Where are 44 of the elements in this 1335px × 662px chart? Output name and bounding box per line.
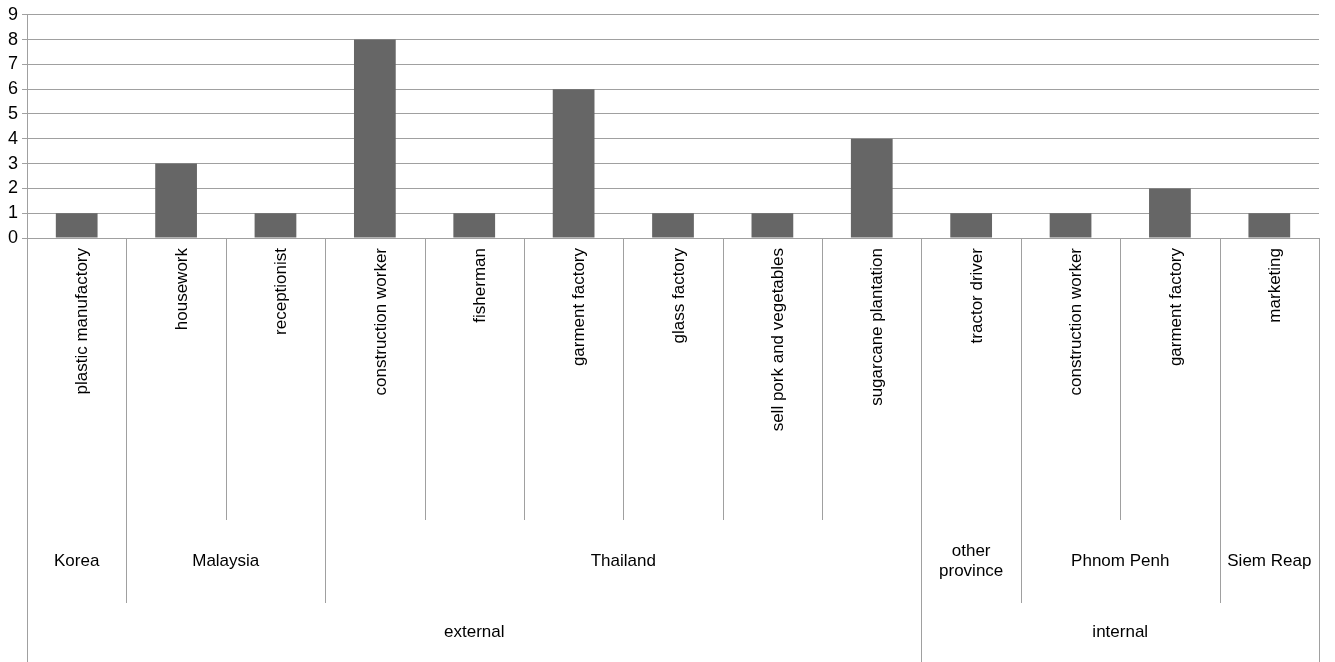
x-tick-label: plastic manufactory <box>72 247 92 395</box>
x-tick-label: housework <box>171 247 191 331</box>
y-tick-label: 1 <box>8 202 19 223</box>
x-tick-label: fisherman <box>469 248 489 323</box>
x-tick-label: tractor driver <box>966 247 986 344</box>
y-tick-label: 0 <box>8 226 19 247</box>
text: Malaysia <box>192 551 260 571</box>
bar <box>552 89 595 238</box>
y-tick-label: 6 <box>8 78 19 99</box>
y-tick-label: 3 <box>8 152 19 173</box>
x-tick-label: glass factory <box>668 247 688 344</box>
y-tick-label: 9 <box>8 3 19 24</box>
y-tick-label: 7 <box>8 53 19 74</box>
text: Phnom Penh <box>1071 551 1170 571</box>
bar <box>1049 213 1092 238</box>
bar <box>155 163 197 238</box>
y-tick-label: 4 <box>8 127 19 148</box>
x-tick-label: construction worker <box>1066 247 1086 396</box>
bar <box>254 213 297 238</box>
x-tick-label: garment factory <box>569 247 589 367</box>
text: Korea <box>54 551 100 571</box>
text: internal <box>1092 622 1149 642</box>
bar <box>751 213 794 238</box>
y-tick-label: 8 <box>8 28 19 49</box>
x-tick-label: receptionist <box>271 247 291 335</box>
text: Siem Reap <box>1227 551 1312 571</box>
x-tick-label: sell pork and vegetables <box>768 248 788 432</box>
bar <box>652 213 694 238</box>
bar <box>353 39 396 238</box>
x-tick-label: construction worker <box>370 247 390 396</box>
bar <box>55 213 98 238</box>
x-tick-label: marketing <box>1265 248 1284 323</box>
bar <box>850 138 893 238</box>
bar <box>453 213 496 238</box>
x-tick-label: sugarcane plantation <box>867 248 887 406</box>
y-tick-label: 5 <box>8 102 19 123</box>
x-tick-label: garment factory <box>1165 247 1185 367</box>
bar <box>1248 213 1291 238</box>
text: Thailand <box>590 551 656 571</box>
text: external <box>444 622 505 642</box>
bar <box>1149 188 1191 238</box>
bar <box>950 213 993 238</box>
y-tick-label: 2 <box>8 177 19 198</box>
text: other province <box>939 541 1004 581</box>
